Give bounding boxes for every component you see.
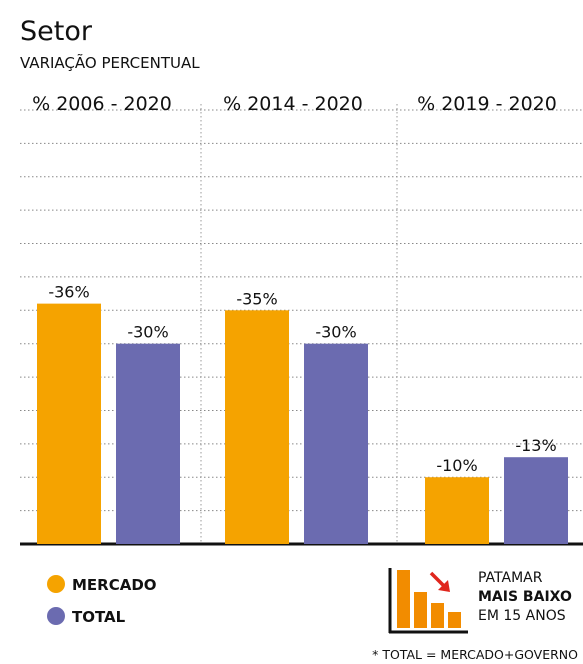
group-header: % 2019 - 2020: [417, 93, 557, 115]
bar: [37, 303, 101, 544]
bar: [304, 343, 368, 544]
bar: [225, 310, 289, 544]
annotation-icon: [388, 568, 468, 634]
annotation-line: PATAMAR: [478, 570, 543, 586]
chart-title: Setor: [20, 16, 93, 47]
legend-label: TOTAL: [72, 608, 126, 626]
value-label: -13%: [515, 436, 556, 455]
value-label: -35%: [236, 289, 277, 308]
value-label: -30%: [127, 323, 168, 342]
footnote: * TOTAL = MERCADO+GOVERNO: [372, 647, 578, 662]
legend-label: MERCADO: [72, 576, 157, 594]
annotation-line: MAIS BAIXO: [478, 589, 572, 605]
group-header: % 2014 - 2020: [223, 93, 363, 115]
bar: [504, 457, 568, 544]
chart-subtitle: VARIAÇÃO PERCENTUAL: [20, 53, 200, 72]
legend-swatch: [47, 607, 65, 625]
value-label: -36%: [48, 283, 89, 302]
group-header: % 2006 - 2020: [32, 93, 172, 115]
value-label: -30%: [315, 323, 356, 342]
legend-swatch: [47, 575, 65, 593]
bar: [116, 343, 180, 544]
annotation-line: EM 15 ANOS: [478, 608, 566, 624]
bar: [425, 477, 489, 544]
value-label: -10%: [436, 456, 477, 475]
